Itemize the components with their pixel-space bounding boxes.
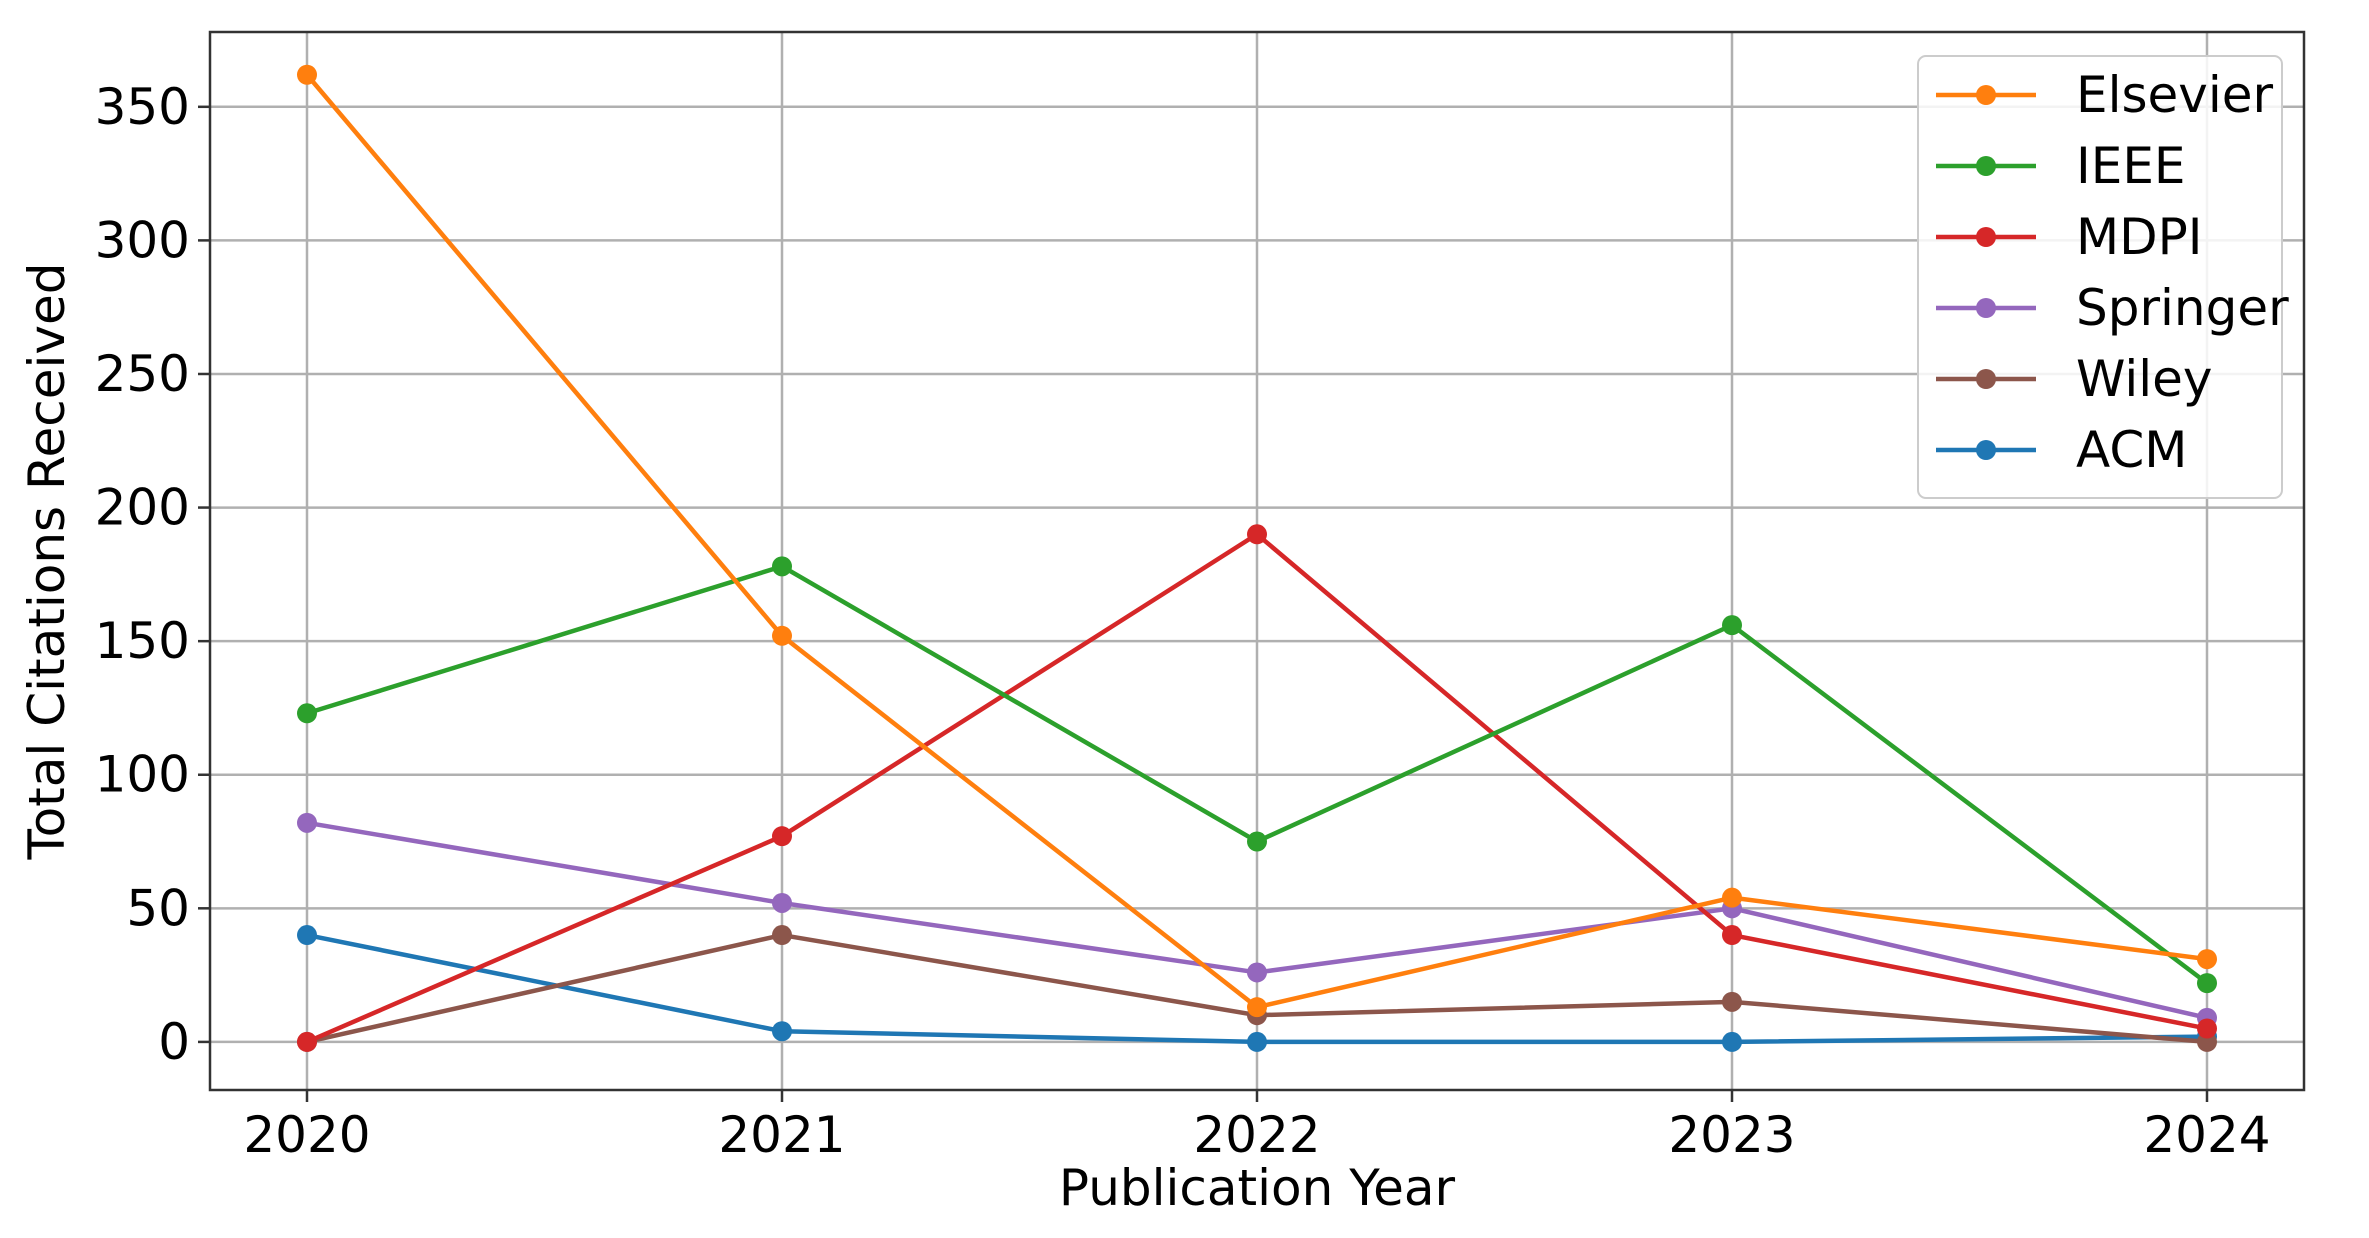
data-point bbox=[1722, 1031, 1742, 1052]
data-point bbox=[1247, 962, 1267, 983]
data-point bbox=[772, 925, 792, 946]
data-point bbox=[1247, 1031, 1267, 1052]
data-point bbox=[297, 1031, 317, 1052]
legend-item-acm: ACM bbox=[1936, 421, 2187, 479]
legend-item-elsevier: Elsevier bbox=[1936, 66, 2274, 124]
y-tick-label: 50 bbox=[126, 879, 190, 937]
legend: Elsevier IEEE MDPI Springer Wiley ACM bbox=[1917, 55, 2289, 499]
legend-item-mdpi: MDPI bbox=[1936, 208, 2203, 266]
data-point bbox=[297, 812, 317, 833]
data-point bbox=[772, 1021, 792, 1042]
x-tick-label: 2021 bbox=[718, 1106, 845, 1164]
x-tick-label: 2024 bbox=[2143, 1106, 2270, 1164]
y-tick-label: 150 bbox=[95, 612, 190, 670]
x-tick-label: 2020 bbox=[243, 1106, 370, 1164]
y-tick-label: 250 bbox=[95, 345, 190, 403]
x-tick-label: 2023 bbox=[1668, 1106, 1795, 1164]
x-tick-label: 2022 bbox=[1193, 1106, 1320, 1164]
data-point bbox=[1247, 524, 1267, 545]
data-point bbox=[1722, 991, 1742, 1012]
legend-marker bbox=[1976, 440, 1996, 460]
data-point bbox=[1722, 887, 1742, 908]
legend-label: ACM bbox=[2076, 421, 2187, 479]
legend-item-springer: Springer bbox=[1936, 279, 2289, 337]
legend-label: IEEE bbox=[2076, 137, 2186, 195]
data-point bbox=[297, 925, 317, 946]
legend-marker bbox=[1976, 298, 1996, 318]
series-lines bbox=[297, 64, 2217, 1052]
legend-label: Wiley bbox=[2076, 350, 2212, 408]
series-ieee bbox=[297, 556, 2217, 994]
legend-marker bbox=[1976, 85, 1996, 105]
legend-item-ieee: IEEE bbox=[1936, 137, 2186, 195]
legend-label: Elsevier bbox=[2076, 66, 2274, 124]
y-tick-label: 300 bbox=[95, 211, 190, 269]
data-point bbox=[772, 826, 792, 847]
data-point bbox=[772, 892, 792, 913]
series-elsevier bbox=[297, 64, 2217, 1018]
data-point bbox=[772, 625, 792, 646]
data-point bbox=[297, 703, 317, 724]
data-point bbox=[772, 556, 792, 577]
legend-marker bbox=[1976, 227, 1996, 247]
data-point bbox=[2197, 1018, 2217, 1039]
data-point bbox=[2197, 973, 2217, 994]
y-axis-ticks: 0 50 100 150 200 250 300 350 bbox=[95, 78, 210, 1071]
y-tick-label: 200 bbox=[95, 479, 190, 537]
x-axis-ticks: 2020 2021 2022 2023 2024 bbox=[243, 1090, 2271, 1164]
data-point bbox=[1722, 615, 1742, 636]
legend-item-wiley: Wiley bbox=[1936, 350, 2212, 408]
y-tick-label: 350 bbox=[95, 78, 190, 136]
y-tick-label: 100 bbox=[95, 746, 190, 804]
x-axis-label: Publication Year bbox=[1059, 1159, 1456, 1217]
legend-label: MDPI bbox=[2076, 208, 2203, 266]
legend-marker bbox=[1976, 369, 1996, 389]
data-point bbox=[2197, 949, 2217, 970]
data-point bbox=[1247, 831, 1267, 852]
series-mdpi bbox=[297, 524, 2217, 1052]
data-point bbox=[297, 64, 317, 85]
legend-marker bbox=[1976, 156, 1996, 176]
legend-label: Springer bbox=[2076, 279, 2289, 337]
y-tick-label: 0 bbox=[158, 1013, 190, 1071]
data-point bbox=[1247, 997, 1267, 1018]
y-axis-label: Total Citations Received bbox=[18, 263, 76, 861]
data-point bbox=[1722, 925, 1742, 946]
